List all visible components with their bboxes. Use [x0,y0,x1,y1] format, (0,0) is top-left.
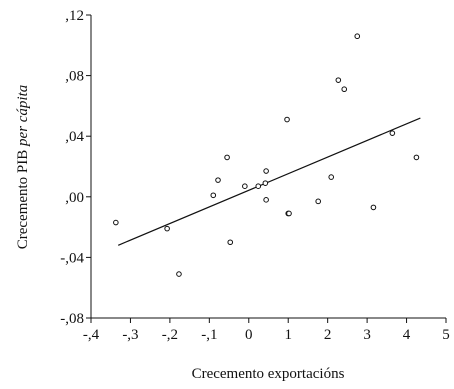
point [242,183,248,189]
point [341,86,348,93]
x-tick-label: 5 [442,327,450,343]
y-tick-label: ,12 [65,8,84,24]
x-tick-label: 0 [245,327,253,343]
y-tick-label: ,00 [65,190,84,206]
point [113,219,119,226]
y-tick-label: -,08 [60,311,84,327]
x-axis-label: Crecemento exportacións [192,366,345,382]
point [263,168,269,174]
point [262,180,269,186]
point [255,183,262,189]
point [224,154,230,161]
x-tick-label: -,3 [122,327,138,343]
fit-line [117,117,421,246]
x-tick-label: 1 [284,327,292,343]
x-tick-label: -,4 [83,327,100,343]
point [164,225,170,232]
point [354,33,361,40]
point [389,130,396,136]
point [210,192,217,199]
x-tick-label: 3 [363,327,371,343]
point [328,174,335,180]
point [315,198,322,205]
point [284,116,290,123]
point [263,197,269,203]
point [215,177,221,183]
point [227,239,234,246]
point [335,77,342,83]
y-tick-label: -,04 [60,250,84,266]
point [286,210,292,217]
point [176,271,182,277]
point [370,204,377,211]
x-tick-label: 4 [403,327,411,343]
y-axis-label: Crecemento PIB per cápita [15,85,31,250]
x-tick-label: 2 [324,327,332,343]
y-axis-label-italic: per cápita [15,85,31,147]
y-axis-label-main: Crecemento PIB [15,150,31,250]
point [413,154,420,161]
x-tick-label: -,1 [201,327,217,343]
x-tick-label: -,2 [162,327,178,343]
y-tick-label: ,04 [65,129,84,145]
y-tick-label: ,08 [65,69,84,85]
